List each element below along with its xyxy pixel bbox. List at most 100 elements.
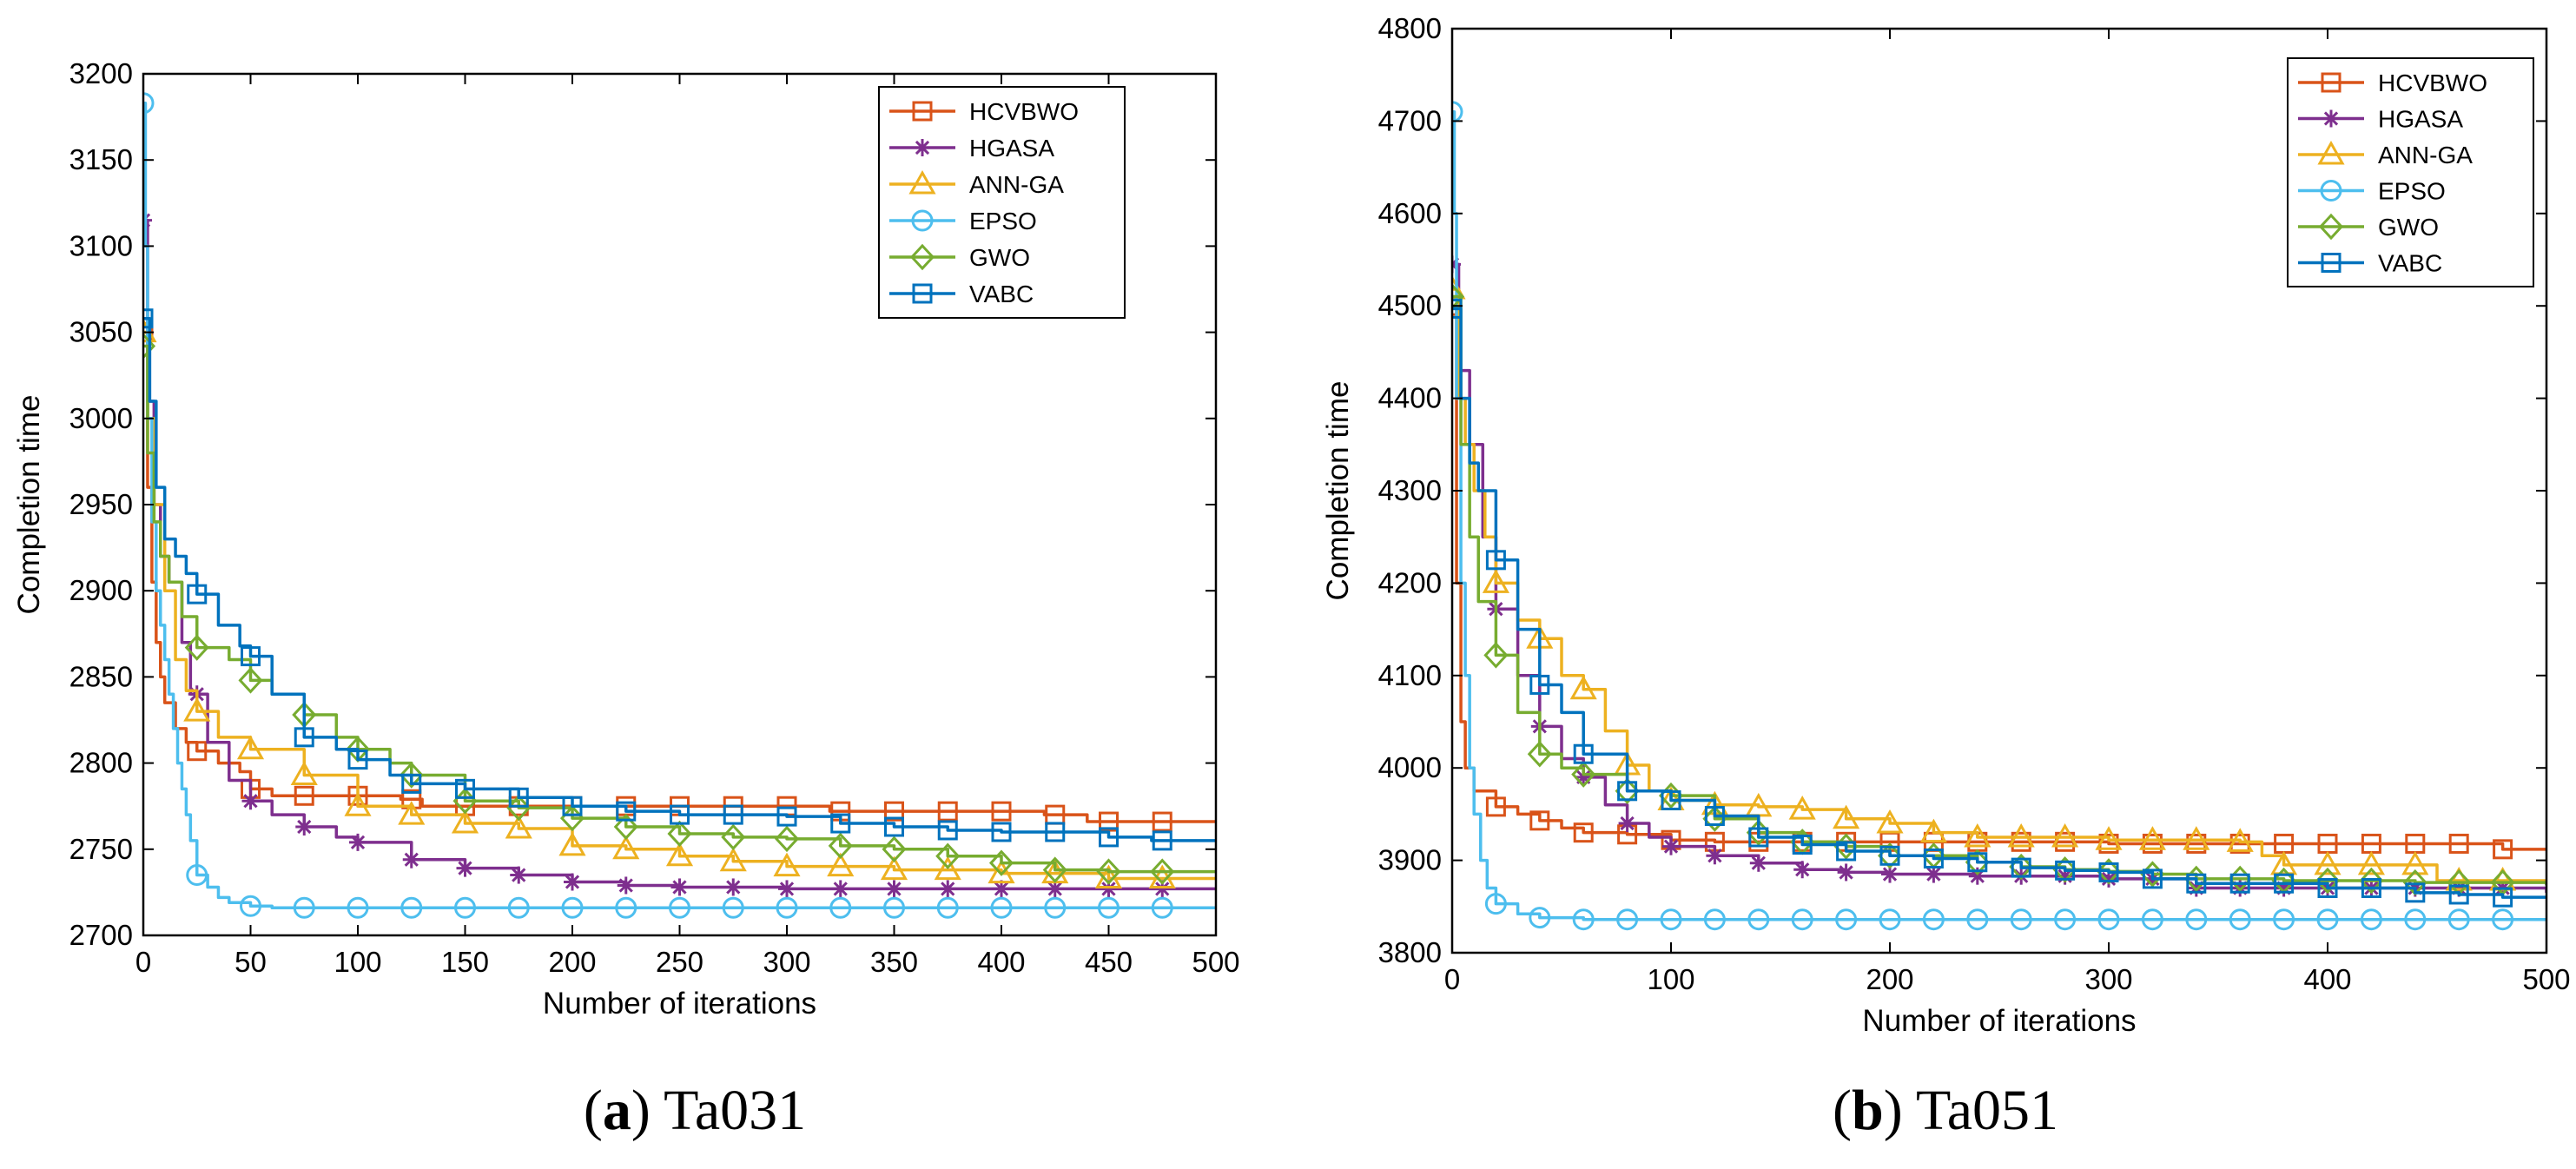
marker-vabc xyxy=(401,773,422,794)
marker-epso xyxy=(2141,908,2163,931)
legend-item-epso: EPSO xyxy=(889,208,1037,234)
marker-hcvbwo xyxy=(1152,811,1172,832)
series-line-ann-ga xyxy=(1452,287,2546,884)
y-tick-label: 4200 xyxy=(1378,566,1442,598)
marker-hcvbwo xyxy=(2448,833,2469,854)
marker-vabc xyxy=(1704,806,1725,827)
legend-marker-vabc xyxy=(912,283,933,304)
marker-hgasa xyxy=(617,876,635,895)
series-gwo xyxy=(1452,283,2546,896)
marker-ann-ga xyxy=(1482,569,1509,593)
marker-epso xyxy=(1616,908,1639,931)
marker-epso xyxy=(1452,101,1463,123)
marker-epso xyxy=(1484,893,1507,915)
marker-epso xyxy=(829,896,852,919)
legend-label: HGASA xyxy=(969,135,1054,162)
marker-gwo xyxy=(238,667,263,694)
marker-ann-ga xyxy=(2183,826,2210,850)
x-tick-label: 450 xyxy=(1085,946,1133,978)
legend-item-vabc: VABC xyxy=(2298,250,2442,277)
marker-hgasa xyxy=(564,873,581,891)
x-tick-label: 350 xyxy=(870,946,918,978)
marker-vabc xyxy=(616,801,637,822)
series-line-hgasa xyxy=(143,218,1216,891)
marker-epso xyxy=(1098,896,1120,919)
marker-hgasa xyxy=(510,866,528,884)
marker-vabc xyxy=(1836,841,1857,862)
marker-epso xyxy=(347,896,369,919)
marker-gwo xyxy=(1527,741,1552,768)
legend-item-hcvbwo: HCVBWO xyxy=(889,98,1079,125)
marker-vabc xyxy=(2317,878,2338,899)
marker-vabc xyxy=(2229,873,2250,894)
x-tick-label: 500 xyxy=(2522,963,2570,995)
marker-ann-ga xyxy=(2051,822,2079,848)
marker-hgasa xyxy=(778,880,796,898)
marker-epso xyxy=(507,896,530,919)
marker-gwo xyxy=(1483,642,1509,669)
marker-epso xyxy=(1151,896,1173,919)
marker-epso xyxy=(186,864,208,887)
y-axis-label: Completion time xyxy=(1321,381,1355,601)
marker-epso xyxy=(2229,908,2251,931)
legend-label: EPSO xyxy=(2378,178,2446,205)
marker-gwo xyxy=(2315,867,2341,895)
y-tick-label: 3200 xyxy=(69,57,133,89)
y-tick-label: 4500 xyxy=(1378,289,1442,321)
marker-hcvbwo xyxy=(991,801,1012,822)
legend-marker-ann-ga xyxy=(2317,140,2345,165)
series-hcvbwo xyxy=(143,322,1216,832)
marker-ann-ga xyxy=(2314,850,2342,875)
marker-gwo xyxy=(721,823,746,851)
marker-gwo xyxy=(828,832,853,860)
y-tick-label: 2850 xyxy=(69,660,133,692)
legend-item-ann-ga: ANN-GA xyxy=(2298,140,2473,168)
legend-label: HCVBWO xyxy=(2378,69,2487,96)
legend-item-hgasa: HGASA xyxy=(2298,106,2463,133)
legend-label: GWO xyxy=(2378,214,2439,241)
marker-vabc xyxy=(723,804,743,825)
marker-vabc xyxy=(2186,873,2207,894)
marker-gwo xyxy=(506,794,532,822)
legend: HCVBWO HGASA ANN-GA EPSO GWO VABC xyxy=(2287,57,2534,287)
marker-epso xyxy=(1922,908,1945,931)
marker-ann-ga xyxy=(2445,866,2473,891)
marker-epso xyxy=(240,895,261,917)
marker-hgasa xyxy=(402,850,420,868)
marker-ann-ga xyxy=(505,814,532,839)
marker-ann-ga xyxy=(2401,850,2429,875)
legend-label: ANN-GA xyxy=(2378,142,2473,168)
x-tick-label: 100 xyxy=(1647,963,1694,995)
marker-hgasa xyxy=(1881,865,1899,883)
marker-ann-ga xyxy=(183,697,211,722)
marker-vabc xyxy=(1661,789,1681,810)
marker-vabc xyxy=(562,796,583,816)
marker-epso xyxy=(1879,908,1901,931)
marker-hcvbwo xyxy=(1573,822,1594,843)
marker-ann-ga xyxy=(398,801,426,825)
marker-vabc xyxy=(1617,781,1638,802)
legend-marker-hgasa xyxy=(914,139,931,156)
legend-marker-gwo xyxy=(909,243,935,271)
marker-vabc xyxy=(2493,887,2513,908)
legend-marker-vabc xyxy=(2321,253,2342,273)
marker-vabc xyxy=(1529,674,1550,695)
marker-epso xyxy=(936,896,959,919)
legend: HCVBWO HGASA ANN-GA EPSO GWO VABC xyxy=(878,86,1126,319)
y-tick-label: 4100 xyxy=(1378,659,1442,691)
marker-vabc xyxy=(1152,830,1172,851)
marker-gwo xyxy=(1042,856,1067,883)
marker-hcvbwo xyxy=(1529,810,1550,831)
legend-item-gwo: GWO xyxy=(2298,213,2439,241)
marker-ann-ga xyxy=(987,859,1015,884)
legend-marker-hcvbwo xyxy=(2321,72,2342,93)
marker-gwo xyxy=(184,634,209,661)
marker-epso xyxy=(2492,908,2514,931)
legend-marker-epso xyxy=(2320,180,2342,201)
marker-vabc xyxy=(1923,848,1944,868)
marker-epso xyxy=(2316,908,2339,931)
marker-vabc xyxy=(1099,827,1119,848)
legend-label: GWO xyxy=(969,244,1030,271)
marker-hgasa xyxy=(295,818,314,836)
y-tick-label: 2750 xyxy=(69,833,133,865)
